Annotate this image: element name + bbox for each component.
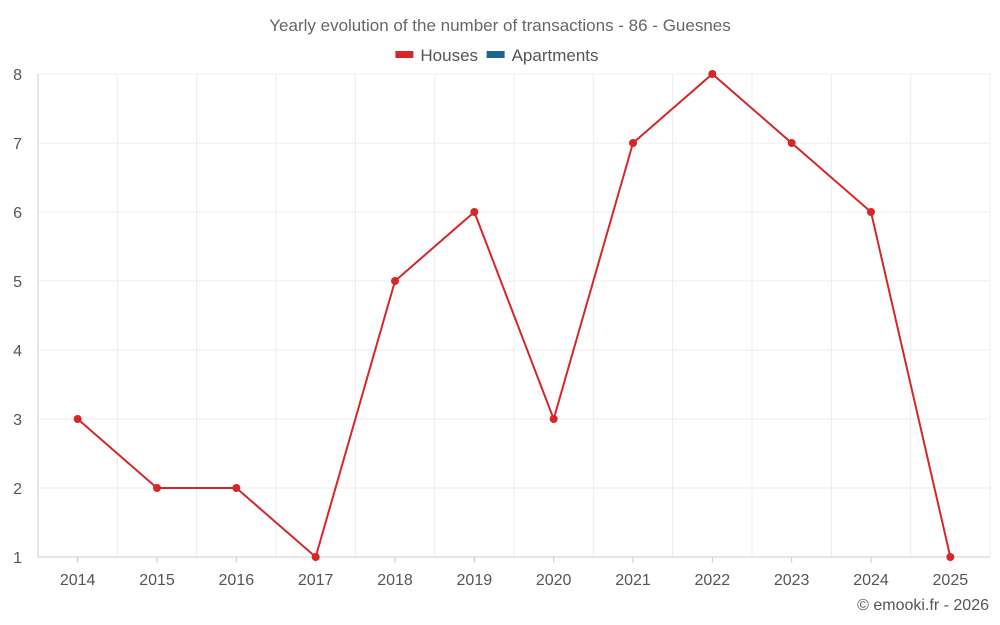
data-point[interactable] [946, 553, 955, 561]
data-point[interactable] [391, 277, 399, 285]
data-point[interactable] [232, 484, 241, 492]
y-tick-label: 4 [13, 343, 22, 360]
legend-label: Houses [420, 46, 478, 65]
data-point[interactable] [708, 70, 717, 78]
grid [37, 73, 991, 558]
x-tick-label: 2015 [139, 572, 175, 589]
x-tick-label: 2020 [536, 572, 572, 589]
x-tick-label: 2016 [219, 572, 255, 589]
data-point[interactable] [867, 208, 875, 216]
y-tick-label: 2 [13, 481, 22, 498]
x-tick-label: 2022 [695, 572, 731, 589]
y-tick-label: 1 [13, 550, 22, 567]
y-tick-label: 8 [13, 67, 22, 84]
data-point[interactable] [629, 139, 637, 147]
x-tick-label: 2023 [774, 572, 810, 589]
y-tick-label: 6 [13, 205, 22, 222]
data-point[interactable] [787, 139, 796, 147]
legend-swatch [486, 51, 505, 58]
chart-title: Yearly evolution of the number of transa… [269, 16, 730, 35]
x-tick-label: 2024 [853, 572, 889, 589]
x-tick-label: 2019 [457, 572, 493, 589]
x-tick-label: 2017 [298, 572, 334, 589]
legend-label: Apartments [512, 46, 599, 65]
x-tick-label: 2014 [60, 572, 96, 589]
legend-swatch [395, 51, 414, 58]
series [73, 70, 955, 561]
series-line-houses [77, 72, 952, 559]
data-point[interactable] [549, 415, 558, 423]
legend-item-houses[interactable]: Houses [395, 46, 478, 65]
legend: Houses Apartments [395, 46, 599, 65]
data-point[interactable] [470, 208, 479, 216]
x-tick-label: 2018 [377, 572, 413, 589]
y-tick-label: 7 [13, 136, 22, 153]
data-point[interactable] [73, 415, 82, 423]
data-point[interactable] [153, 484, 161, 492]
data-point[interactable] [311, 553, 320, 561]
y-tick-label: 3 [13, 412, 22, 429]
legend-item-apartments[interactable]: Apartments [486, 46, 599, 65]
axes: 1 2 3 4 5 6 7 8 2014 2015 2016 2017 2018 2019 2020 2021… [13, 67, 990, 589]
x-tick-label: 2025 [933, 572, 969, 589]
credit-text: © emooki.fr - 2026 [857, 597, 989, 614]
x-tick-label: 2021 [615, 572, 651, 589]
y-tick-label: 5 [13, 274, 22, 291]
